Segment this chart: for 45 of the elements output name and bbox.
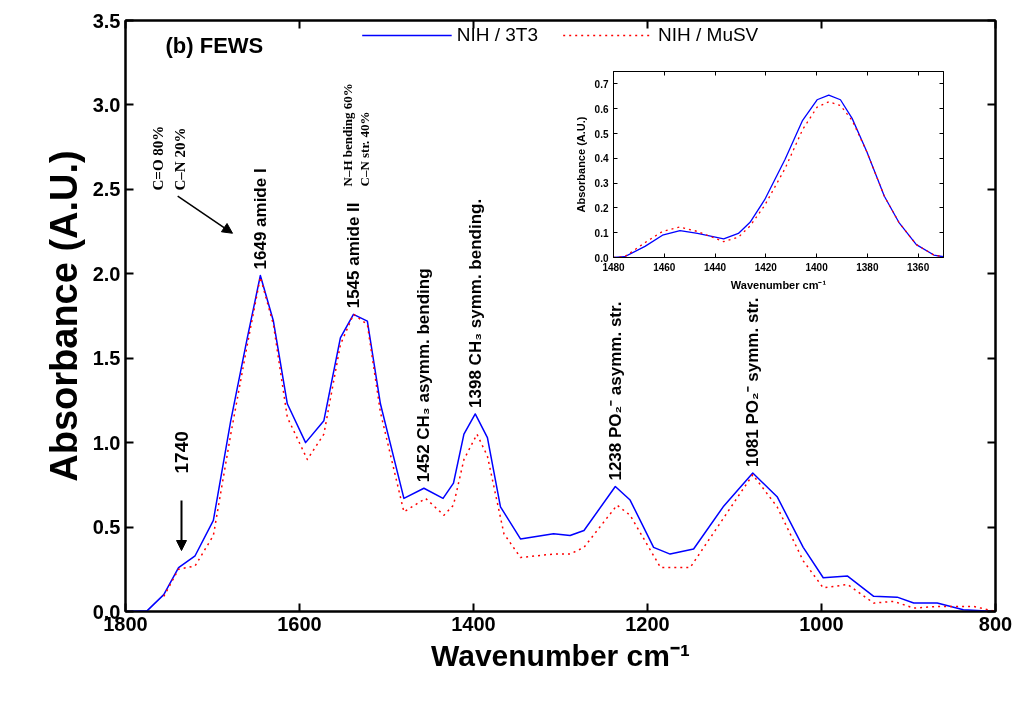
x-tick-label: 1200 — [625, 612, 670, 635]
y-tick-label: 0.5 — [594, 128, 609, 140]
annotation: 1740 — [171, 431, 192, 474]
x-tick-label: 1400 — [805, 261, 829, 273]
legend-label: NIH / MuSV — [658, 24, 759, 46]
annotation: N–H bending 60% — [340, 83, 355, 187]
y-tick-label: 0.6 — [594, 103, 609, 115]
annotation: C=O 80% — [149, 125, 166, 191]
annotation: 1081 PO₂⁻ symm. str. — [743, 297, 763, 468]
y-tick-label: 0.7 — [594, 78, 609, 90]
y-tick-label: 3.5 — [92, 9, 121, 32]
annotation: 1398 CH₃ symm. bending. — [465, 198, 485, 408]
annotation: 1649 amide I — [250, 168, 270, 270]
y-axis-title: Absorbance (A.U.) — [42, 150, 85, 482]
x-tick-label: 1600 — [277, 612, 322, 635]
y-tick-label: 2.5 — [92, 178, 121, 201]
annotation: C–N 20% — [171, 127, 188, 191]
legend-label: NIH / 3T3 — [456, 24, 538, 46]
x-axis-title: Wavenumber cm⁻¹ — [431, 638, 690, 672]
x-tick-label: 1360 — [906, 261, 930, 273]
y-tick-label: 0.0 — [594, 252, 609, 264]
y-tick-label: 0.5 — [92, 516, 121, 539]
y-tick-label: 0.3 — [594, 178, 609, 190]
x-tick-label: 800 — [978, 612, 1013, 635]
annotation: 1545 amide II — [343, 202, 363, 309]
y-tick-label: 3.0 — [92, 93, 121, 116]
x-tick-label: 1000 — [799, 612, 844, 635]
y-tick-label: 0.1 — [594, 227, 609, 239]
y-tick-label: 1.5 — [92, 347, 121, 370]
x-tick-label: 1380 — [856, 261, 879, 273]
y-tick-label: 0.2 — [594, 202, 609, 214]
y-tick-label: 1.0 — [92, 431, 121, 454]
annotation: C–N str. 40% — [357, 111, 372, 187]
y-tick-label: 0.4 — [594, 153, 609, 165]
x-axis-title: Wavenumber cm⁻¹ — [730, 278, 827, 291]
annotation: (b) FEWS — [165, 33, 264, 58]
y-tick-label: 2.0 — [92, 262, 121, 285]
x-tick-label: 1440 — [703, 261, 727, 273]
x-tick-label: 1480 — [602, 261, 626, 273]
annotation: 1238 PO₂⁻ asymm. str. — [605, 301, 625, 481]
y-axis-title: Absorbance (A.U.) — [574, 116, 587, 213]
x-tick-label: 1460 — [653, 261, 676, 273]
x-tick-label: 1400 — [451, 612, 496, 635]
x-tick-label: 1420 — [754, 261, 778, 273]
annotation: 1452 CH₃ asymm. bending — [414, 268, 434, 483]
